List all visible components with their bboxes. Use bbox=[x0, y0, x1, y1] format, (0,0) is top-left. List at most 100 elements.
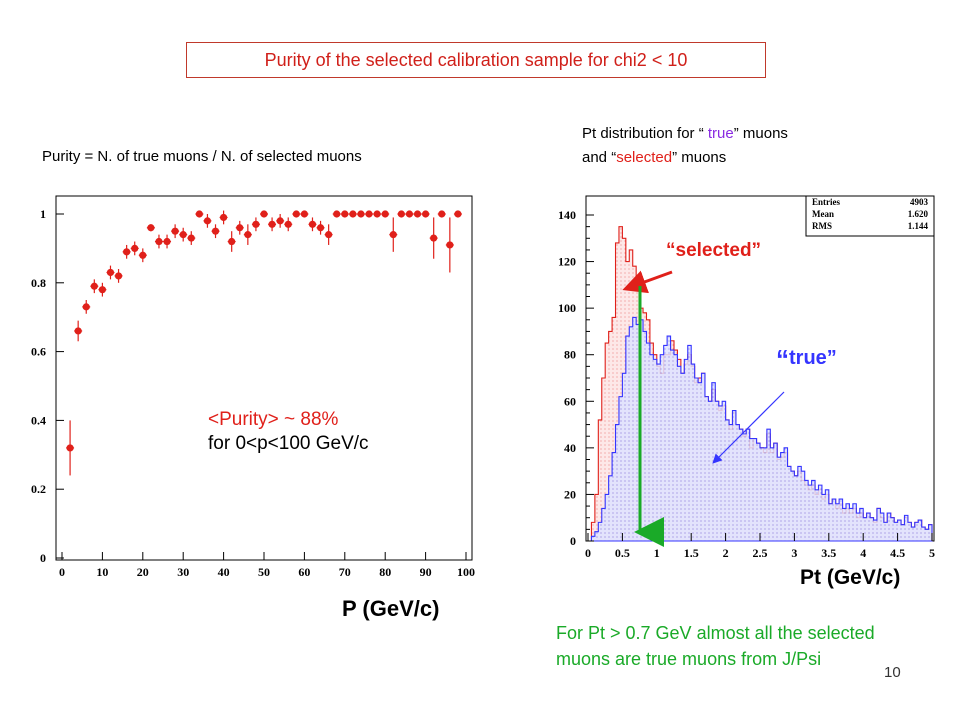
data-point bbox=[122, 244, 131, 259]
pt-desc-true-word: true bbox=[707, 125, 734, 142]
data-point bbox=[179, 227, 188, 242]
data-point bbox=[146, 224, 155, 232]
right-y-tick-label: 0 bbox=[570, 534, 576, 548]
point-marker bbox=[438, 210, 446, 218]
point-marker bbox=[268, 220, 276, 228]
data-point bbox=[130, 241, 139, 256]
left-y-tick-label: 0.8 bbox=[31, 276, 46, 290]
right-x-axis-label: Pt (GeV/c) bbox=[800, 566, 901, 589]
right-y-tick-label: 80 bbox=[564, 348, 576, 362]
data-point bbox=[365, 210, 374, 218]
point-marker bbox=[74, 327, 82, 335]
data-point bbox=[235, 220, 244, 235]
point-marker bbox=[139, 251, 147, 259]
left-y-tick-label: 0 bbox=[40, 551, 46, 565]
conclusion-text: For Pt > 0.7 GeV almost all the selected… bbox=[556, 623, 875, 669]
point-marker bbox=[389, 231, 397, 239]
data-point bbox=[138, 248, 147, 263]
right-y-tick-label: 120 bbox=[558, 255, 576, 269]
point-marker bbox=[333, 210, 341, 218]
data-point bbox=[284, 217, 293, 232]
right-x-tick-label: 2 bbox=[723, 546, 729, 560]
point-marker bbox=[349, 210, 357, 218]
right-axes: 0 0.5 1 1.5 2 2.5 3 3.5 4 4.5 5 0 20 40 60 80 100 120 140 bbox=[558, 208, 935, 560]
purity-average-annotation: <Purity> ~ 88% for 0<p<100 GeV/c bbox=[208, 408, 369, 456]
data-point bbox=[429, 217, 438, 259]
point-marker bbox=[155, 237, 163, 246]
point-marker bbox=[90, 282, 98, 290]
point-marker bbox=[228, 237, 236, 246]
point-marker bbox=[325, 231, 333, 239]
data-point bbox=[276, 214, 285, 228]
point-marker bbox=[195, 210, 203, 218]
point-marker bbox=[244, 231, 252, 239]
data-point bbox=[163, 234, 172, 249]
point-marker bbox=[341, 210, 349, 218]
true-close-quote: ” bbox=[826, 347, 837, 369]
point-marker bbox=[147, 224, 155, 232]
data-point bbox=[332, 210, 341, 218]
pt-desc-line2-prefix: and “ bbox=[582, 149, 617, 166]
right-y-tick-label: 140 bbox=[558, 208, 576, 222]
pt-distribution-description: Pt distribution for “ true” muons and “s… bbox=[582, 122, 788, 170]
right-x-tick-label: 0.5 bbox=[615, 546, 630, 560]
true-annotation: “true” bbox=[776, 344, 837, 375]
data-point bbox=[82, 300, 91, 314]
data-point bbox=[445, 217, 454, 273]
right-x-tick-label: 3 bbox=[791, 546, 797, 560]
data-point bbox=[308, 217, 317, 232]
data-point bbox=[74, 320, 83, 342]
selected-annotation: “selected” bbox=[666, 240, 761, 262]
left-x-tick-label: 50 bbox=[258, 565, 270, 579]
purity-average-range: for 0<p<100 GeV/c bbox=[208, 433, 369, 454]
point-marker bbox=[413, 210, 422, 218]
point-marker bbox=[405, 210, 414, 218]
data-point bbox=[114, 269, 123, 283]
selected-close-quote: ” bbox=[751, 240, 762, 261]
page-number: 10 bbox=[884, 664, 901, 681]
point-marker bbox=[397, 210, 405, 218]
point-marker bbox=[123, 248, 131, 256]
data-point bbox=[98, 282, 107, 297]
pt-desc-line2-suffix: ” muons bbox=[672, 149, 727, 166]
point-marker bbox=[373, 210, 381, 218]
right-x-tick-label: 3.5 bbox=[821, 546, 836, 560]
selected-arrow bbox=[622, 270, 673, 294]
stats-mean-value: 1.620 bbox=[908, 209, 929, 219]
purity-average-value: <Purity> ~ 88% bbox=[208, 409, 339, 430]
data-point bbox=[187, 231, 196, 245]
data-point bbox=[227, 231, 236, 252]
right-x-tick-label: 1 bbox=[654, 546, 660, 560]
data-point bbox=[300, 210, 309, 218]
stats-entries-label: Entries bbox=[812, 197, 840, 207]
data-point bbox=[219, 210, 228, 225]
slide-title-text: Purity of the selected calibration sampl… bbox=[264, 49, 688, 70]
point-marker bbox=[284, 220, 292, 228]
data-point bbox=[211, 224, 220, 239]
point-marker bbox=[381, 210, 389, 218]
data-point bbox=[251, 217, 260, 232]
data-point bbox=[171, 224, 180, 239]
histogram-true bbox=[588, 316, 933, 542]
point-marker bbox=[220, 213, 228, 222]
true-annotation-text: true bbox=[789, 347, 827, 369]
point-marker bbox=[430, 234, 438, 242]
slide-title: Purity of the selected calibration sampl… bbox=[186, 42, 766, 78]
point-marker bbox=[187, 234, 195, 242]
point-marker bbox=[454, 210, 462, 218]
left-x-tick-label: 70 bbox=[339, 565, 351, 579]
stats-rms-value: 1.144 bbox=[908, 221, 929, 231]
true-open-quote: “ bbox=[776, 344, 789, 374]
point-marker bbox=[114, 272, 123, 280]
data-point bbox=[405, 210, 414, 218]
point-marker bbox=[292, 210, 300, 218]
point-marker bbox=[357, 210, 365, 218]
left-x-tick-label: 80 bbox=[379, 565, 391, 579]
right-y-tick-label: 60 bbox=[564, 394, 576, 408]
point-marker bbox=[203, 217, 212, 225]
left-y-tick-label: 0.4 bbox=[31, 413, 46, 427]
left-x-tick-label: 20 bbox=[137, 565, 149, 579]
data-point bbox=[453, 210, 462, 218]
data-point bbox=[389, 217, 398, 252]
